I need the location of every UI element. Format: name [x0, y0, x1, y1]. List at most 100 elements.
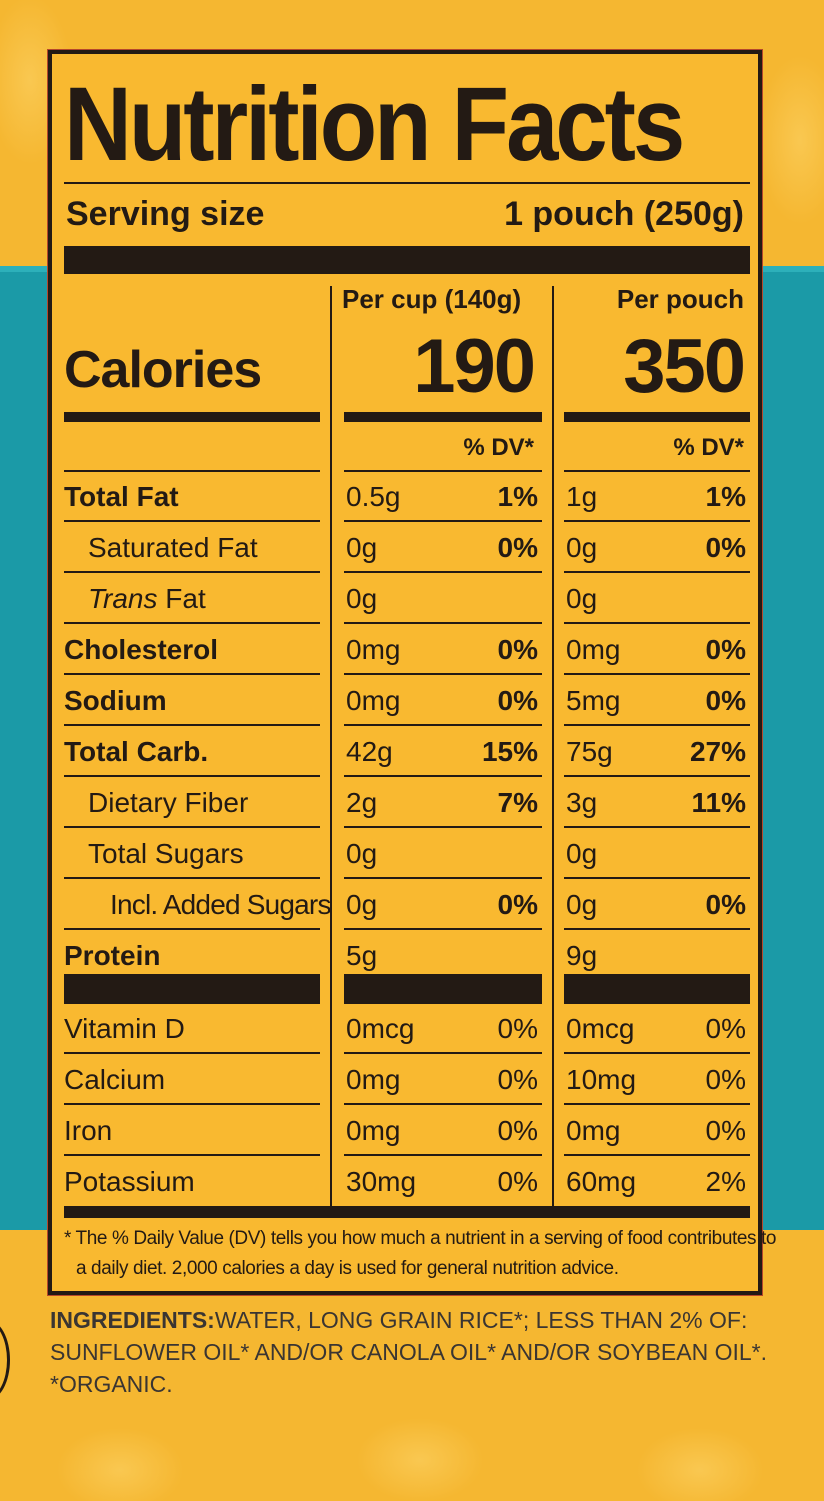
pouch-dv: 2% [705, 1166, 746, 1197]
calories-cup: 190 [413, 324, 536, 409]
pouch-amount: 0mcg [566, 1013, 635, 1044]
pouch-amount: 0g [566, 889, 598, 920]
nutrient-row-cholesterol: Cholesterol 0mg 0% 0mg 0% [64, 625, 750, 675]
nutrient-name: Total Fat [64, 472, 320, 522]
nutrient-row-protein: Protein 5g 9g [64, 931, 750, 981]
pouch-cell: 5mg 0% [564, 676, 750, 726]
cup-cell: 0mcg 0% [344, 1004, 542, 1054]
cup-amount: 42g [346, 736, 393, 767]
nutrient-name: Cholesterol [64, 625, 320, 675]
cup-amount: 0g [346, 838, 378, 869]
cup-cell: 5g [344, 931, 542, 981]
cup-cell: 0mg 0% [344, 1106, 542, 1156]
nutrient-row-saturated-fat: Saturated Fat 0g 0% 0g 0% [64, 523, 750, 573]
pouch-amount: 75g [566, 736, 613, 767]
nutrient-row-added-sugars: Incl. Added Sugars 0g 0% 0g 0% [64, 880, 750, 930]
pouch-amount: 0g [566, 838, 598, 869]
cup-amount: 5g [346, 940, 378, 971]
footnote-line: * The % Daily Value (DV) tells you how m… [64, 1228, 777, 1249]
pouch-cell: 10mg 0% [564, 1055, 750, 1105]
pouch-dv: 0% [705, 1064, 746, 1095]
pouch-cell: 0g [564, 574, 750, 624]
pouch-cell: 3g 11% [564, 778, 750, 828]
footnote-line: a daily diet. 2,000 calories a day is us… [76, 1258, 619, 1279]
thick-divider [564, 974, 750, 1004]
calories-label: Calories [64, 341, 262, 399]
thick-divider [64, 246, 750, 274]
nutrient-name: Sodium [64, 676, 320, 726]
pouch-amount: 0mg [566, 634, 621, 665]
pouch-dv: 0% [705, 634, 746, 665]
nutrient-name-italic: Trans [88, 583, 158, 614]
cup-amount: 2g [346, 787, 378, 818]
cup-dv: 0% [497, 532, 538, 563]
cup-dv: 0% [497, 889, 538, 920]
cup-dv: 0% [497, 1166, 538, 1197]
pouch-dv: 1% [705, 481, 746, 512]
nutrient-name: Potassium [64, 1166, 195, 1197]
pouch-cell: 0mg 0% [564, 625, 750, 675]
pouch-amount: 60mg [566, 1166, 637, 1197]
pouch-cell: 75g 27% [564, 727, 750, 777]
cup-dv: 7% [497, 787, 538, 818]
micro-row-iron: Iron 0mg 0% 0mg 0% [64, 1106, 750, 1156]
nutrient-row-total-fat: Total Fat 0.5g 1% 1g 1% [64, 472, 750, 522]
pouch-dv: 0% [705, 532, 746, 563]
nutrient-name: Protein [64, 940, 161, 971]
pouch-cell: 1g 1% [564, 472, 750, 522]
nutrient-name: Trans Fat [64, 574, 320, 624]
cup-dv: 0% [497, 1013, 538, 1044]
pouch-amount: 0mg [566, 1115, 621, 1146]
divider [64, 470, 320, 472]
cup-amount: 0mcg [346, 1013, 415, 1044]
ingredients-line: INGREDIENTS:WATER, LONG GRAIN RICE*; LES… [50, 1304, 790, 1336]
thick-divider [64, 412, 320, 422]
cup-amount: 0.5g [346, 481, 401, 512]
pouch-amount: 9g [566, 940, 598, 971]
cup-amount: 0mg [346, 1064, 401, 1095]
pouch-amount: 0g [566, 583, 598, 614]
nutrient-row-total-carb: Total Carb. 42g 15% 75g 27% [64, 727, 750, 777]
pouch-dv: 11% [691, 787, 747, 818]
cup-cell: 0g 0% [344, 880, 542, 930]
pouch-cell: 9g [564, 931, 750, 981]
thick-divider [64, 974, 320, 1004]
cup-cell: 0g 0% [344, 523, 542, 573]
cup-dv: 0% [497, 1115, 538, 1146]
cup-cell: 2g 7% [344, 778, 542, 828]
column-header-pouch: Per pouch [616, 284, 744, 314]
pouch-amount: 5mg [566, 685, 621, 716]
nutrient-name: Iron [64, 1106, 320, 1156]
thick-divider [564, 412, 750, 422]
nutrient-name: Total Carb. [64, 727, 320, 777]
cup-dv: 0% [497, 1064, 538, 1095]
serving-size-label: Serving size [66, 195, 265, 233]
micro-row-calcium: Calcium 0mg 0% 10mg 0% [64, 1055, 750, 1105]
daily-value-footnote: * The % Daily Value (DV) tells you how m… [64, 1224, 777, 1284]
nutrient-name: Total Sugars [64, 829, 320, 879]
dv-header-cup: % DV* [463, 434, 534, 461]
cup-amount: 0mg [346, 685, 401, 716]
cup-amount: 0g [346, 532, 378, 563]
label-title: Nutrition Facts [64, 64, 685, 183]
column-divider [552, 286, 554, 1206]
cup-dv: 1% [497, 481, 538, 512]
thick-divider [64, 1206, 750, 1218]
cup-amount: 30mg [346, 1166, 417, 1197]
pouch-cell: 0mcg 0% [564, 1004, 750, 1054]
nutrient-row-trans-fat: Trans Fat 0g 0g [64, 574, 750, 624]
cup-cell: 0mg 0% [344, 1055, 542, 1105]
nutrient-row-total-sugars: Total Sugars 0g 0g [64, 829, 750, 879]
cup-cell: 0mg 0% [344, 676, 542, 726]
pouch-amount: 3g [566, 787, 598, 818]
cup-cell: 30mg 0% [344, 1157, 542, 1207]
dv-header-pouch: % DV* [673, 434, 744, 461]
pouch-dv: 27% [689, 736, 746, 767]
nutrient-name-rest: Fat [157, 583, 206, 614]
column-header-cup: Per cup (140g) [342, 284, 522, 314]
micro-row-potassium: Potassium 30mg 0% 60mg 2% [64, 1157, 750, 1207]
pouch-amount: 1g [566, 481, 598, 512]
micro-row-vitamin-d: Vitamin D 0mcg 0% 0mcg 0% [64, 1004, 750, 1054]
pouch-cell: 0g 0% [564, 523, 750, 573]
nutrient-name: Calcium [64, 1055, 320, 1105]
